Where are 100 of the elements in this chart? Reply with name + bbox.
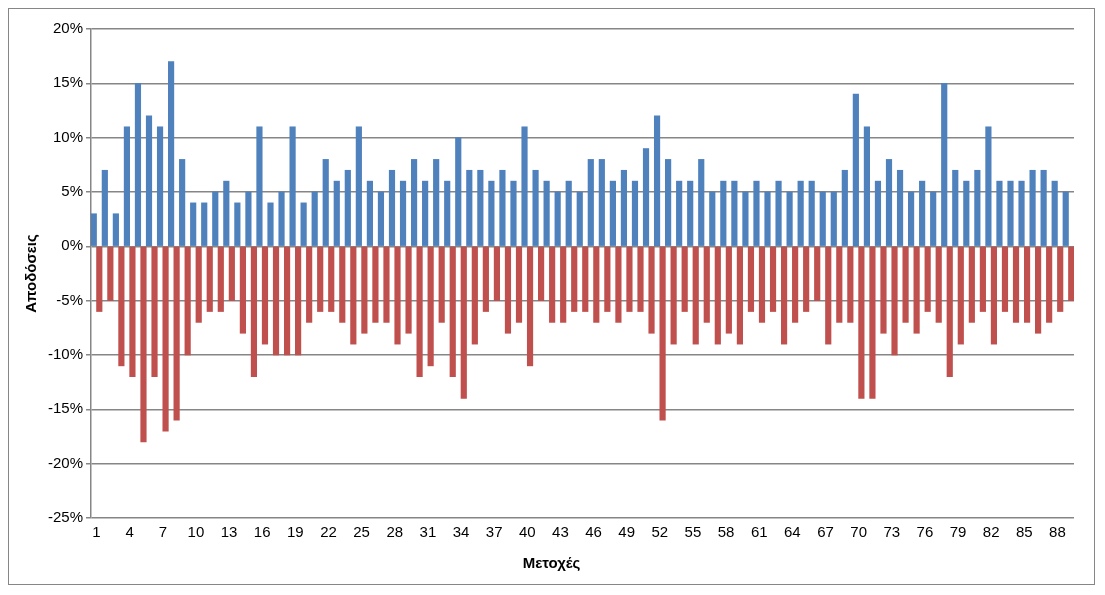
bar: [538, 246, 545, 301]
bar: [322, 159, 329, 246]
bar: [256, 126, 263, 246]
bar: [499, 169, 506, 246]
bar: [471, 246, 478, 345]
bar: [698, 159, 705, 246]
bar: [300, 202, 307, 246]
bar: [1012, 246, 1020, 323]
bar: [852, 93, 859, 246]
x-tick-label: 31: [419, 523, 437, 541]
bar: [151, 246, 158, 378]
bar: [388, 169, 396, 246]
bar: [731, 180, 738, 246]
bar: [560, 246, 567, 323]
x-tick-label: 34: [452, 523, 470, 541]
bar: [653, 115, 661, 246]
bar: [477, 169, 484, 246]
bar: [598, 159, 605, 246]
bar: [896, 169, 904, 246]
bar: [797, 180, 804, 246]
bar: [720, 180, 727, 246]
bar: [173, 246, 180, 421]
bar: [952, 169, 959, 246]
bar: [786, 191, 793, 246]
bar: [405, 246, 412, 334]
x-tick-label: 76: [916, 523, 934, 541]
bar: [217, 246, 224, 312]
bar: [747, 246, 755, 312]
bar: [179, 159, 186, 246]
bar: [206, 246, 213, 312]
x-tick-label: 43: [552, 523, 569, 541]
bar: [792, 246, 799, 323]
bar: [212, 191, 219, 246]
bar: [576, 191, 583, 246]
bar: [979, 246, 986, 312]
x-tick-label: 7: [158, 523, 167, 541]
x-tick-label: 22: [320, 523, 337, 541]
bar: [974, 169, 981, 246]
bar: [676, 180, 683, 246]
bar: [261, 246, 269, 345]
x-tick-label: 19: [287, 523, 304, 541]
bar: [410, 159, 418, 246]
bar: [841, 169, 848, 246]
bar: [642, 148, 650, 246]
bar: [289, 126, 296, 246]
bar: [902, 246, 909, 323]
bar: [609, 180, 616, 246]
bar: [847, 246, 854, 323]
bar: [615, 246, 622, 323]
bar: [863, 126, 870, 246]
bar: [399, 180, 407, 246]
x-axis-title: Μετοχές: [521, 554, 582, 571]
bar: [885, 159, 893, 246]
bar: [278, 191, 285, 246]
bar: [339, 246, 346, 323]
bar: [549, 246, 556, 323]
bar: [775, 180, 782, 246]
bar: [836, 246, 843, 323]
x-tick-label: 49: [618, 523, 636, 541]
bar: [317, 246, 324, 312]
bar: [134, 83, 142, 246]
y-tick-label: 5%: [61, 182, 84, 200]
x-tick-label: 37: [485, 523, 503, 541]
bar: [532, 169, 539, 246]
bar: [819, 191, 826, 246]
bar: [521, 126, 528, 246]
y-tick-label: -20%: [47, 453, 84, 471]
bar: [333, 180, 340, 246]
bar: [438, 246, 445, 323]
y-tick-label: 20%: [52, 19, 84, 37]
x-tick-label: 82: [982, 523, 1000, 541]
bar: [1035, 246, 1042, 334]
x-tick-label: 4: [125, 523, 134, 541]
x-tick-label: 46: [585, 523, 602, 541]
bar: [543, 180, 550, 246]
y-tick-label: 15%: [52, 73, 84, 91]
bar: [433, 159, 440, 246]
bar: [394, 246, 401, 345]
bar: [372, 246, 379, 323]
bar: [874, 180, 882, 246]
bar: [582, 246, 589, 312]
bar: [1001, 246, 1009, 312]
bar: [604, 246, 611, 312]
bar: [162, 246, 169, 432]
bar: [91, 213, 97, 246]
bar: [239, 246, 246, 334]
x-tick-label: 64: [784, 523, 801, 541]
x-tick-label: 40: [518, 523, 536, 541]
bar: [742, 191, 749, 246]
bar: [488, 180, 495, 246]
x-tick-label: 16: [253, 523, 271, 541]
bar: [118, 246, 125, 367]
y-tick-label: -25%: [47, 508, 84, 526]
bar: [361, 246, 368, 334]
bar: [1007, 180, 1014, 246]
x-tick-label: 61: [750, 523, 768, 541]
bar: [946, 246, 953, 378]
bar: [377, 191, 385, 246]
bar: [1062, 191, 1069, 246]
bar: [681, 246, 688, 312]
